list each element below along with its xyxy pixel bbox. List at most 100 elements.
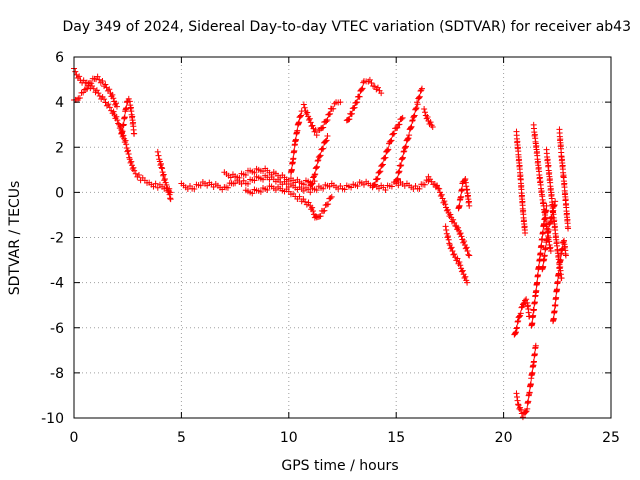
data-point bbox=[131, 130, 138, 137]
data-point bbox=[244, 180, 251, 187]
data-point bbox=[409, 117, 416, 124]
data-point bbox=[159, 165, 166, 172]
data-point bbox=[544, 235, 551, 242]
data-point bbox=[542, 244, 549, 251]
data-point bbox=[444, 206, 451, 213]
data-point bbox=[76, 95, 83, 102]
data-point bbox=[106, 104, 113, 111]
data-point bbox=[236, 174, 243, 181]
data-point bbox=[157, 160, 164, 167]
y-tick-label: -2 bbox=[50, 231, 64, 247]
data-point bbox=[388, 183, 395, 190]
data-point bbox=[554, 242, 561, 249]
data-point bbox=[163, 181, 170, 188]
y-tick-label: -6 bbox=[50, 321, 64, 337]
data-point bbox=[406, 132, 413, 139]
data-point bbox=[449, 248, 456, 255]
data-point bbox=[464, 248, 471, 255]
data-point bbox=[515, 317, 522, 324]
data-point bbox=[545, 226, 552, 233]
data-point bbox=[550, 315, 557, 322]
data-point bbox=[443, 227, 450, 234]
data-point bbox=[455, 224, 462, 231]
data-point bbox=[346, 116, 353, 123]
data-point bbox=[101, 96, 108, 103]
data-point bbox=[534, 279, 541, 286]
data-point bbox=[360, 79, 367, 86]
data-point bbox=[382, 186, 389, 193]
data-point bbox=[463, 244, 470, 251]
data-point bbox=[514, 397, 521, 404]
data-point bbox=[166, 187, 173, 194]
data-point bbox=[514, 318, 521, 325]
data-point bbox=[292, 136, 299, 143]
data-point bbox=[391, 130, 398, 137]
data-point bbox=[527, 381, 534, 387]
data-point bbox=[300, 181, 307, 188]
data-point bbox=[242, 171, 249, 178]
data-point bbox=[377, 168, 384, 175]
data-point bbox=[396, 168, 403, 175]
y-tick-label: 0 bbox=[55, 185, 64, 201]
data-point bbox=[424, 113, 431, 120]
x-tick-label: 25 bbox=[602, 430, 620, 446]
data-point bbox=[330, 105, 337, 112]
data-point bbox=[411, 112, 418, 119]
data-point bbox=[530, 312, 537, 319]
data-point bbox=[300, 101, 307, 108]
data-point bbox=[518, 304, 525, 311]
data-point bbox=[366, 76, 373, 83]
data-point bbox=[128, 158, 135, 165]
data-point bbox=[379, 162, 386, 169]
series-track-peak-13h bbox=[343, 76, 385, 124]
data-point bbox=[197, 182, 204, 189]
data-point bbox=[249, 190, 256, 197]
x-tick-label: 5 bbox=[177, 430, 186, 446]
data-point bbox=[257, 188, 264, 195]
data-point bbox=[322, 138, 329, 145]
data-point bbox=[125, 95, 132, 102]
data-point bbox=[438, 191, 445, 198]
y-tick-label: 2 bbox=[55, 140, 64, 156]
data-point bbox=[354, 99, 361, 106]
data-point bbox=[529, 320, 536, 327]
data-point bbox=[114, 117, 121, 124]
data-point bbox=[93, 87, 100, 94]
data-point bbox=[421, 106, 428, 113]
data-point bbox=[395, 169, 402, 176]
data-point bbox=[515, 401, 522, 408]
series-track-descent-17h bbox=[425, 173, 473, 259]
data-point bbox=[337, 99, 344, 106]
data-point bbox=[122, 137, 129, 144]
data-point bbox=[84, 85, 91, 92]
data-point bbox=[403, 143, 410, 150]
data-point bbox=[457, 193, 464, 200]
data-point bbox=[227, 174, 234, 181]
x-tick-label: 0 bbox=[70, 430, 79, 446]
series-track-mid-upper bbox=[221, 165, 318, 188]
data-point bbox=[125, 151, 132, 158]
data-point bbox=[416, 185, 423, 192]
data-point bbox=[288, 166, 295, 173]
data-point bbox=[407, 124, 414, 131]
data-point bbox=[311, 172, 318, 179]
data-point bbox=[457, 230, 464, 237]
data-point bbox=[317, 213, 324, 220]
data-point bbox=[462, 273, 469, 280]
data-point bbox=[310, 208, 317, 215]
data-point bbox=[517, 406, 524, 413]
data-point bbox=[441, 198, 448, 205]
data-point bbox=[356, 93, 363, 100]
data-point bbox=[354, 183, 361, 190]
data-point bbox=[457, 262, 464, 269]
data-point bbox=[448, 244, 455, 251]
data-point bbox=[532, 342, 539, 349]
data-point bbox=[314, 157, 321, 164]
series-track-hump-18h bbox=[455, 175, 473, 212]
data-point bbox=[540, 263, 547, 270]
data-point bbox=[555, 270, 562, 277]
data-point bbox=[458, 233, 465, 240]
data-point bbox=[442, 223, 449, 230]
grid bbox=[74, 57, 611, 418]
data-point bbox=[106, 86, 113, 93]
